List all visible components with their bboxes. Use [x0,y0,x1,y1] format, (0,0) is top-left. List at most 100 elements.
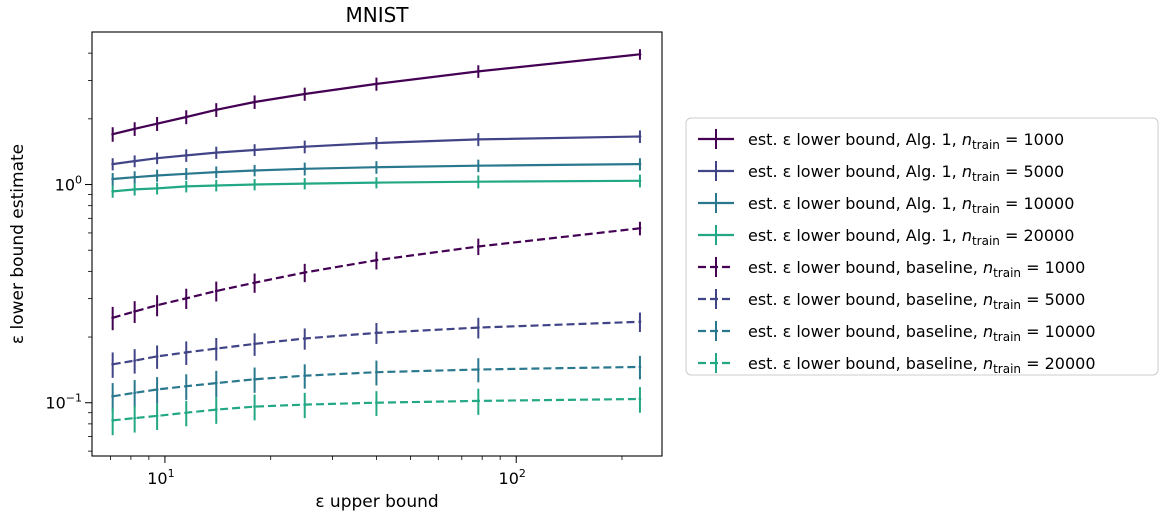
series-line [112,365,640,398]
data-point [476,180,480,184]
data-point [375,401,378,405]
series-line [112,135,640,166]
legend-entry: est. ε lower bound, Alg. 1, ntrain = 200… [698,225,1074,248]
series-line [112,397,640,422]
data-point [253,342,257,346]
legend-entry: est. ε lower bound, baseline, ntrain = 1… [698,321,1096,344]
legend-label: est. ε lower bound, Alg. 1, ntrain = 100… [748,130,1064,152]
data-point [133,127,137,131]
data-point [638,52,642,56]
data-point [303,92,307,96]
data-point [375,331,378,335]
data-point [133,310,137,313]
series-8 [111,387,642,436]
legend-entry: est. ε lower bound, baseline, ntrain = 2… [698,353,1096,376]
data-point [111,177,115,181]
data-point [214,381,218,385]
legend-entry: est. ε lower bound, Alg. 1, ntrain = 100… [698,193,1074,216]
data-point [476,245,480,248]
data-point [476,164,480,168]
series-line [112,320,640,366]
series-2 [111,130,642,171]
series-7 [111,355,642,412]
series-6 [111,312,642,378]
data-point [303,337,307,340]
data-point [214,108,218,112]
data-point [375,141,378,145]
data-point [184,411,188,415]
data-point [155,174,159,177]
data-point [184,384,188,388]
data-point [111,394,115,398]
legend-box [685,117,1159,376]
data-point [155,186,159,190]
y-tick-label: 100 [55,174,82,195]
plot-area [111,49,642,436]
data-point [155,303,159,307]
legend-label: est. ε lower bound, baseline, ntrain = 5… [748,290,1085,312]
data-point [184,351,188,354]
legend-label: est. ε lower bound, baseline, ntrain = 2… [748,354,1096,376]
data-point [375,82,378,86]
data-point [111,362,115,366]
data-point [155,156,159,160]
data-point [638,162,642,166]
legend-entry: est. ε lower bound, Alg. 1, ntrain = 500… [698,161,1064,184]
data-point [638,135,642,138]
y-axis-label: ε lower bound estimate [8,144,28,344]
data-point [214,151,218,155]
data-point [253,183,257,186]
series-5 [111,221,642,331]
data-point [375,370,378,374]
data-point [155,414,159,418]
chart-title: MNIST [345,3,409,27]
axes: 101 102 10−1 100 [45,52,623,488]
data-point [375,258,378,262]
data-point [375,165,378,169]
data-point [375,181,378,185]
data-point [638,365,642,369]
data-point [111,189,115,193]
data-point [155,355,159,358]
data-point [253,100,257,104]
data-point [303,374,307,378]
data-point [638,397,642,401]
series-1 [111,49,642,142]
data-point [133,159,137,163]
data-point [253,377,257,381]
legend-entry: est. ε lower bound, Alg. 1, ntrain = 100… [698,129,1064,152]
x-axis-label: ε upper bound [315,492,438,512]
data-point [184,153,188,157]
legend-label: est. ε lower bound, Alg. 1, ntrain = 100… [748,194,1074,216]
data-point [184,172,188,176]
data-point [476,368,480,371]
data-point [476,137,480,141]
data-point [214,408,218,412]
data-point [638,179,642,183]
series-4 [111,174,642,198]
data-point [133,187,137,191]
data-point [303,403,307,407]
data-point [303,271,307,274]
data-point [253,281,257,285]
data-point [111,162,115,166]
data-point [214,184,218,187]
data-point [214,170,218,174]
legend-label: est. ε lower bound, Alg. 1, ntrain = 500… [748,162,1064,184]
legend-label: est. ε lower bound, baseline, ntrain = 1… [748,258,1085,280]
data-point [638,320,642,324]
legend-entry: est. ε lower bound, baseline, ntrain = 1… [698,257,1085,280]
data-point [476,326,480,329]
data-point [476,399,480,403]
series-line [112,227,641,319]
data-point [133,359,137,362]
legend: est. ε lower bound, Alg. 1, ntrain = 100… [685,117,1159,376]
data-point [476,69,480,73]
data-point [253,148,257,152]
y-tick-label: 10−1 [45,392,82,413]
data-point [303,167,307,171]
series-3 [111,158,642,186]
data-point [155,388,159,391]
legend-label: est. ε lower bound, Alg. 1, ntrain = 200… [748,226,1074,248]
